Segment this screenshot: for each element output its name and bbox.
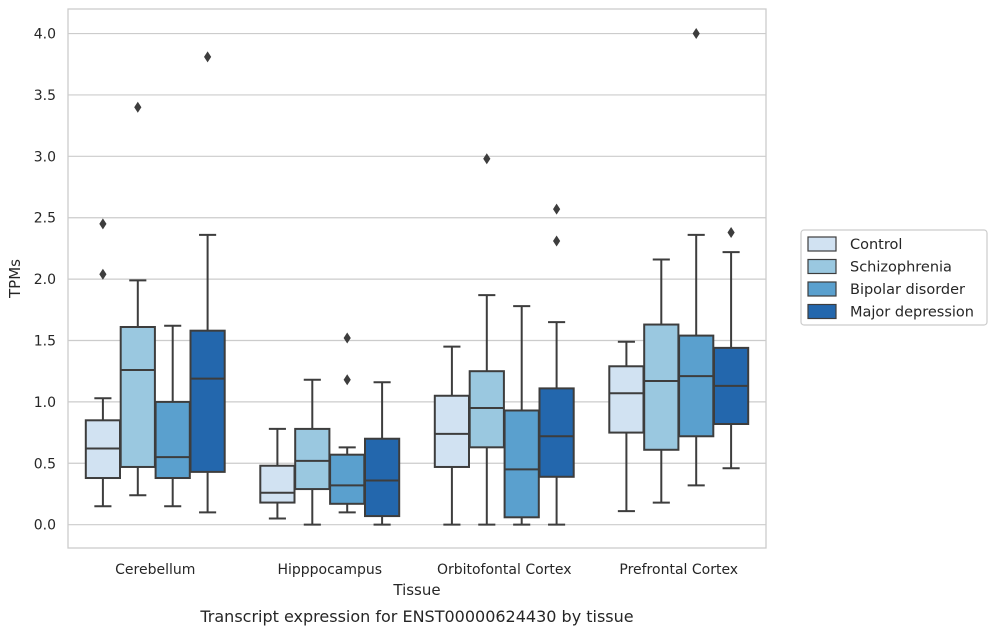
box-3-1: [363, 381, 401, 526]
box-2-2: [503, 305, 540, 526]
box-2-3: [678, 28, 715, 487]
box-iqr: [468, 370, 505, 449]
outlier-point: [727, 226, 735, 238]
y-tick-label: 2.5: [34, 211, 56, 227]
legend-swatch: [807, 303, 837, 320]
box-iqr: [329, 453, 366, 505]
x-tick-label: Cerebellum: [115, 562, 195, 578]
y-tick-label: 1.5: [34, 334, 56, 350]
box-iqr: [154, 400, 191, 480]
box-3-2: [538, 203, 575, 526]
outlier-point: [343, 332, 351, 344]
box-iqr: [119, 325, 156, 468]
box-iqr: [433, 394, 471, 468]
box-iqr: [189, 329, 226, 473]
outlier-point: [204, 51, 212, 63]
box-0-0: [84, 218, 122, 508]
box-iqr: [678, 334, 715, 438]
box-iqr: [608, 365, 645, 434]
y-tick-label: 2.0: [34, 272, 56, 288]
box-1-1: [294, 378, 331, 526]
outlier-point: [99, 218, 107, 230]
x-axis-ticks: Cerebellum Hipppocampus Orbitofontal Corte…: [115, 562, 738, 578]
box-1-3: [643, 258, 680, 504]
legend-entry-label: Control: [850, 237, 902, 253]
legend-frame: [800, 229, 988, 326]
legend-entry-label: Major depression: [850, 305, 974, 321]
y-axis-label: TPMs: [6, 259, 24, 299]
box-2-1: [329, 332, 366, 514]
outlier-point: [692, 28, 700, 40]
outlier-point: [343, 374, 351, 386]
box-0-1: [259, 427, 296, 520]
legend-swatch: [807, 281, 837, 297]
y-tick-label: 3.0: [34, 149, 56, 165]
box-iqr: [643, 323, 680, 451]
box-series-layer: [84, 28, 750, 526]
outlier-point: [553, 203, 561, 215]
y-tick-label: 0.0: [34, 518, 56, 534]
y-tick-label: 4.0: [34, 27, 56, 43]
box-3-0: [189, 51, 226, 514]
box-3-3: [712, 226, 750, 470]
box-0-2: [433, 345, 471, 526]
legend-swatch: [807, 236, 837, 252]
x-tick-label: Hipppocampus: [277, 562, 382, 578]
box-iqr: [363, 437, 401, 518]
legend-entry-label: Schizophrenia: [850, 260, 952, 276]
y-tick-label: 0.5: [34, 456, 56, 472]
x-tick-label: Orbitofontal Cortex: [437, 562, 572, 578]
outlier-point: [99, 268, 107, 280]
x-tick-label: Prefrontal Cortex: [619, 562, 738, 578]
y-tick-label: 1.0: [34, 395, 56, 411]
box-1-0: [119, 101, 156, 497]
chart-caption: Transcript expression for ENST0000062443…: [199, 607, 633, 626]
outlier-point: [483, 153, 491, 165]
box-iqr: [503, 409, 540, 519]
box-1-2: [468, 153, 505, 526]
box-iqr: [259, 464, 296, 504]
legend: Control Schizophrenia Bipolar disorder Majo…: [800, 229, 988, 326]
box-0-3: [608, 340, 645, 513]
legend-entry-label: Bipolar disorder: [850, 282, 965, 298]
box-iqr: [538, 387, 575, 478]
outlier-point: [553, 235, 561, 247]
legend-swatch: [807, 258, 837, 275]
y-axis-ticks: 0.0 0.5 1.0 1.5 2.0 2.5 3.0 3.5 4.0: [34, 27, 56, 534]
box-iqr: [294, 427, 331, 491]
x-axis-label: Tissue: [392, 581, 440, 599]
box-2-0: [154, 324, 191, 508]
outlier-point: [134, 101, 142, 113]
plot-frame: [67, 8, 767, 549]
y-tick-label: 3.5: [34, 88, 56, 104]
